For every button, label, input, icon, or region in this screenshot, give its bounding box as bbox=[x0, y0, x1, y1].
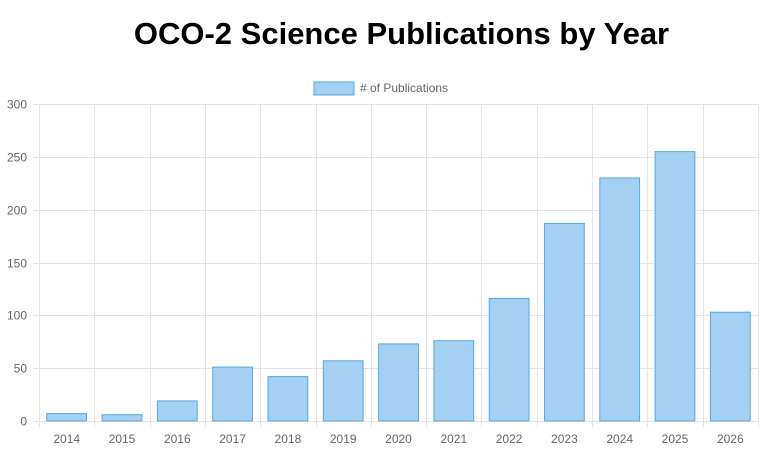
x-tick-label: 2017 bbox=[219, 432, 246, 446]
bar-2025[interactable] bbox=[654, 151, 696, 422]
bar-2024[interactable] bbox=[599, 177, 641, 422]
chart-title: OCO-2 Science Publications by Year bbox=[133, 16, 670, 51]
bar-2019[interactable] bbox=[322, 360, 364, 422]
grid-lines bbox=[33, 104, 759, 427]
y-tick-label: 200 bbox=[7, 204, 27, 218]
y-tick-label: 50 bbox=[14, 362, 28, 376]
bar-2022[interactable] bbox=[488, 297, 530, 422]
x-tick-label: 2014 bbox=[53, 432, 80, 446]
x-tick-label: 2016 bbox=[164, 432, 191, 446]
y-tick-label: 100 bbox=[7, 309, 27, 323]
bar-2020[interactable] bbox=[378, 343, 419, 422]
bar-2015[interactable] bbox=[101, 414, 143, 422]
x-tick-label: 2019 bbox=[330, 432, 357, 446]
x-tick-label: 2026 bbox=[717, 432, 744, 446]
legend[interactable]: # of Publications bbox=[313, 81, 448, 96]
x-tick-label: 2025 bbox=[662, 432, 689, 446]
bars bbox=[46, 151, 751, 422]
x-tick-label: 2023 bbox=[551, 432, 578, 446]
bar-2014[interactable] bbox=[46, 413, 87, 422]
y-axis-ticks: 0 50 100 150 200 250 300 bbox=[7, 98, 27, 429]
x-tick-label: 2018 bbox=[275, 432, 302, 446]
bar-2016[interactable] bbox=[156, 400, 198, 422]
y-tick-label: 0 bbox=[20, 415, 27, 429]
y-tick-label: 300 bbox=[7, 98, 27, 112]
bar-2026[interactable] bbox=[709, 311, 751, 422]
x-tick-label: 2022 bbox=[496, 432, 523, 446]
x-tick-label: 2024 bbox=[606, 432, 633, 446]
legend-label: # of Publications bbox=[360, 81, 448, 95]
x-tick-label: 2020 bbox=[385, 432, 412, 446]
y-tick-label: 250 bbox=[7, 151, 27, 165]
bar-2023[interactable] bbox=[544, 222, 585, 422]
bar-2017[interactable] bbox=[212, 366, 253, 422]
x-axis-ticks: 2014 2015 2016 2017 2018 2019 2020 2021 2022 2023… bbox=[53, 432, 744, 446]
bar-2018[interactable] bbox=[267, 376, 309, 422]
x-tick-label: 2015 bbox=[109, 432, 136, 446]
x-tick-label: 2021 bbox=[440, 432, 467, 446]
legend-swatch bbox=[313, 81, 355, 96]
bar-2021[interactable] bbox=[433, 340, 475, 422]
y-tick-label: 150 bbox=[7, 257, 27, 271]
